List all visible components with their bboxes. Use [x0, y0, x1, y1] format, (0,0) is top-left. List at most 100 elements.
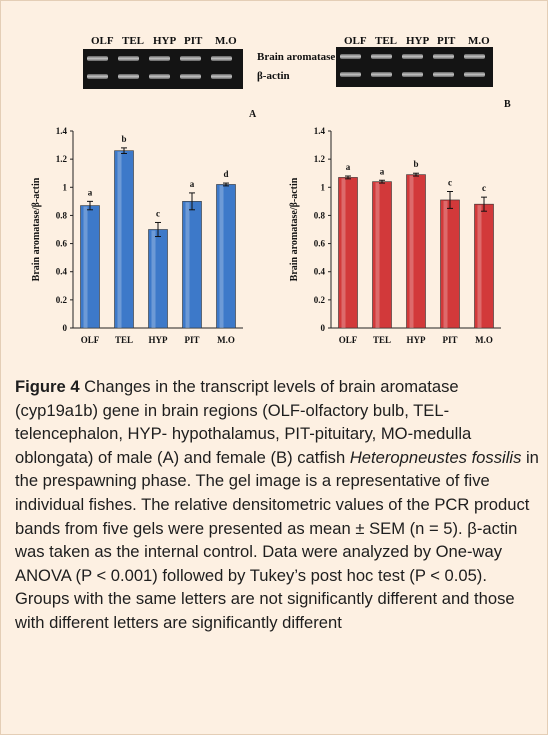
bar — [474, 203, 494, 329]
caption-species: Heteropneustes fossilis — [349, 447, 522, 467]
bar — [148, 229, 168, 329]
bar-chart-female: 0 0.2 0.4 0.6 0.8 1 1.2 1.4 Brain aromatase/β-ac… — [289, 126, 501, 345]
y-tick-label: 1 — [321, 182, 326, 192]
y-tick-label: 0.4 — [56, 267, 68, 277]
significance-letter: b — [413, 159, 418, 169]
gel-row-label-actin: β-actin — [257, 70, 290, 82]
gel-band-aromatase — [433, 54, 454, 59]
gel-lane-label: OLF — [344, 35, 367, 47]
significance-letter: c — [482, 183, 486, 193]
bar — [440, 199, 460, 329]
bar-highlight — [83, 206, 88, 328]
bar-chart-male: 0 0.2 0.4 0.6 0.8 1 1.2 1.4 Brain aromatase/β-ac… — [31, 126, 243, 345]
bar — [80, 205, 100, 329]
gel-band-aromatase — [371, 54, 392, 59]
caption-text-2: in the prespawning phase. The gel image … — [15, 447, 539, 632]
gel-band-aromatase — [464, 54, 485, 59]
gel-band-actin — [149, 74, 170, 79]
bar — [182, 201, 202, 329]
y-tick-label: 1.2 — [56, 154, 68, 164]
x-tick-label: M.O — [217, 335, 235, 345]
x-tick-label: TEL — [373, 335, 391, 345]
gel-band-aromatase — [340, 54, 361, 59]
significance-letter: b — [121, 134, 126, 144]
significance-letter: a — [190, 179, 195, 189]
bar-highlight — [185, 202, 190, 328]
figure-caption: Figure 4 Changes in the transcript level… — [15, 375, 541, 635]
y-tick-label: 0.8 — [56, 210, 68, 220]
x-tick-label: HYP — [407, 335, 427, 345]
gel-band-actin — [371, 72, 392, 77]
y-axis-label: Brain aromatase/β-actin — [31, 177, 42, 281]
caption-text-1: Changes in the transcript levels of brai… — [15, 377, 472, 467]
bar-highlight — [151, 230, 156, 328]
bar-highlight — [375, 182, 380, 328]
panel-label-a: A — [249, 109, 257, 120]
x-tick-label: OLF — [81, 335, 100, 345]
y-tick-label: 0.2 — [314, 295, 326, 305]
bar-highlight — [409, 175, 414, 328]
x-tick-label: OLF — [339, 335, 358, 345]
y-tick-label: 1 — [63, 182, 68, 192]
y-axis-label: Brain aromatase/β-actin — [289, 177, 300, 281]
gel-band-actin — [211, 74, 232, 79]
significance-letter: d — [223, 169, 228, 179]
y-tick-label: 0.8 — [314, 210, 326, 220]
gel-lane-label: TEL — [122, 35, 145, 47]
y-tick-label: 1.2 — [314, 154, 326, 164]
y-tick-label: 0.2 — [56, 295, 68, 305]
gel-image-female — [336, 47, 493, 87]
gel-band-aromatase — [87, 56, 108, 61]
x-tick-label: PIT — [442, 335, 457, 345]
x-tick-label: PIT — [184, 335, 199, 345]
significance-letter: a — [88, 187, 93, 197]
significance-letter: c — [156, 208, 160, 218]
bar — [372, 181, 392, 329]
gel-band-aromatase — [180, 56, 201, 61]
y-tick-label: 0 — [321, 323, 326, 333]
bar-highlight — [477, 205, 482, 328]
bar-highlight — [219, 185, 224, 328]
y-tick-label: 0 — [63, 323, 68, 333]
gel-lane-label: HYP — [406, 35, 430, 47]
y-tick-label: 0.4 — [314, 267, 326, 277]
gel-band-actin — [340, 72, 361, 77]
significance-letter: a — [380, 166, 385, 176]
figure-label: Figure 4 — [15, 377, 80, 396]
y-tick-label: 0.6 — [56, 239, 68, 249]
y-tick-label: 1.4 — [56, 126, 68, 136]
gel-image-male — [83, 49, 243, 89]
bar — [406, 174, 426, 329]
gel-band-actin — [433, 72, 454, 77]
y-tick-label: 0.6 — [314, 239, 326, 249]
gel-band-actin — [402, 72, 423, 77]
panel-label-b: B — [504, 99, 511, 110]
gel-lane-label: PIT — [437, 35, 456, 47]
gel-band-actin — [464, 72, 485, 77]
x-tick-label: M.O — [475, 335, 493, 345]
bar — [338, 177, 358, 329]
bar — [114, 150, 134, 329]
gel-band-actin — [118, 74, 139, 79]
bar-highlight — [117, 151, 122, 328]
gel-band-aromatase — [118, 56, 139, 61]
gel-band-aromatase — [211, 56, 232, 61]
significance-letter: c — [448, 178, 452, 188]
gel-band-aromatase — [149, 56, 170, 61]
significance-letter: a — [346, 162, 351, 172]
gel-lane-label: PIT — [184, 35, 203, 47]
gel-lane-label: TEL — [375, 35, 398, 47]
bar-highlight — [341, 178, 346, 328]
gel-lane-label: HYP — [153, 35, 177, 47]
gel-row-label-aromatase: Brain aromatase — [257, 51, 336, 63]
x-tick-label: TEL — [115, 335, 133, 345]
gel-lane-label: M.O — [215, 35, 237, 47]
gel-band-actin — [180, 74, 201, 79]
gel-lane-label: OLF — [91, 35, 114, 47]
y-tick-label: 1.4 — [314, 126, 326, 136]
gel-lane-label: M.O — [468, 35, 490, 47]
gel-band-actin — [87, 74, 108, 79]
bar — [216, 184, 236, 329]
bar-highlight — [443, 200, 448, 328]
